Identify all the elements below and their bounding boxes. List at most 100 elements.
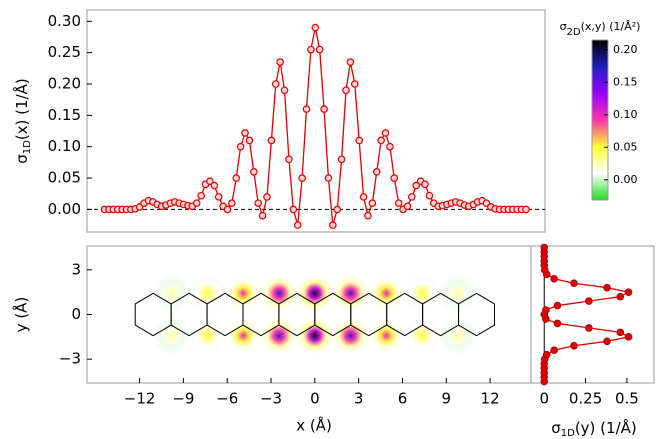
label-text: (x) (1/Å)	[12, 78, 31, 140]
colorbar-tick-label: 0.05	[613, 140, 638, 153]
marker	[425, 191, 434, 200]
x-tick-label: −12	[124, 390, 156, 408]
marker	[359, 193, 368, 201]
marker	[245, 136, 254, 145]
x-tick-label: 0	[539, 390, 549, 408]
density-blob	[438, 316, 477, 355]
density-blob	[331, 316, 370, 355]
marker	[350, 80, 359, 88]
x-tick-label: 0.25	[569, 390, 602, 408]
marker	[280, 86, 289, 95]
marker	[394, 199, 403, 207]
marker	[364, 211, 372, 220]
density-blob	[260, 316, 299, 355]
density-blob	[188, 316, 227, 355]
marker	[603, 283, 611, 292]
density-blob	[438, 274, 477, 313]
marker	[271, 80, 280, 88]
symbol: σ	[560, 20, 567, 33]
colorbar-label: σ2D(x,y) (1/Å²)	[560, 20, 641, 38]
subscript: 1D	[561, 428, 575, 439]
marker	[412, 181, 421, 190]
marker	[390, 174, 399, 182]
marker	[267, 136, 276, 145]
line	[543, 247, 631, 382]
density-blob	[367, 316, 406, 355]
marker	[570, 341, 578, 350]
marker	[624, 288, 633, 296]
marker	[522, 205, 530, 214]
subscript: 1D	[22, 140, 33, 154]
marker	[289, 205, 298, 214]
marker	[553, 319, 562, 328]
x-tick-label: 0	[310, 390, 320, 408]
marker	[540, 243, 549, 252]
marker	[254, 199, 263, 207]
y-tick-label: 0.30	[48, 12, 81, 30]
y-tick-label: 0	[71, 305, 81, 323]
marker	[315, 45, 324, 54]
marker	[570, 279, 578, 288]
marker	[263, 193, 271, 201]
colorbar-tick-label: 0.20	[613, 43, 638, 56]
marker	[403, 202, 412, 211]
y-tick-label: 0.00	[48, 200, 81, 218]
marker	[603, 337, 611, 346]
x-tick-label: 3	[354, 390, 364, 408]
y-tick-label: 0.10	[48, 137, 81, 155]
hexagon	[458, 292, 495, 337]
marker	[616, 328, 625, 337]
marker	[324, 174, 333, 182]
y-axis-label: σ1D(x) (1/Å)	[12, 78, 34, 164]
label-text: (y) (1/Å)	[575, 418, 637, 437]
colorbar-tick-label: 0.15	[613, 75, 638, 88]
marker	[372, 167, 381, 176]
density-blob	[403, 274, 442, 313]
marker	[228, 199, 236, 207]
x-axis-label: σ1D(y) (1/Å)	[551, 418, 637, 439]
y-tick-label: −3	[59, 350, 81, 368]
marker	[337, 155, 346, 164]
marker	[624, 333, 633, 341]
marker	[355, 136, 363, 145]
marker	[368, 199, 377, 207]
marker	[206, 177, 214, 186]
marker	[377, 136, 385, 145]
marker	[192, 199, 201, 207]
marker	[232, 174, 241, 182]
line	[104, 27, 526, 226]
marker	[302, 105, 311, 113]
marker	[333, 205, 342, 214]
marker	[585, 324, 593, 332]
y-tick-label: 0.25	[48, 43, 81, 61]
marker	[197, 191, 205, 200]
colorbar	[591, 39, 609, 201]
colorbar-tick-label: 0.10	[613, 108, 638, 121]
density-blob	[188, 274, 227, 313]
y-tick-label: 3	[71, 260, 81, 278]
density-blob	[331, 274, 370, 313]
marker	[386, 142, 394, 151]
x-tick-label: −6	[216, 390, 238, 408]
marker	[616, 292, 625, 301]
marker	[329, 221, 337, 229]
density-blob	[367, 274, 406, 313]
colorbar-tick-label: 0.00	[613, 173, 638, 186]
y-tick-label: 0.05	[48, 169, 81, 187]
marker	[241, 129, 249, 137]
density-blob	[295, 274, 334, 313]
x-tick-label: 9	[442, 390, 452, 408]
marker	[585, 297, 593, 305]
density-blob	[295, 316, 334, 355]
marker	[223, 205, 232, 214]
density-blob	[260, 274, 299, 313]
density-blob	[152, 274, 191, 313]
marker	[210, 181, 219, 190]
marker	[307, 45, 315, 54]
label-text: (x,y) (1/Å²)	[581, 20, 641, 33]
x-tick-label: 6	[398, 390, 408, 408]
x-tick-label: 0.5	[615, 390, 639, 408]
marker	[381, 129, 390, 137]
marker	[542, 350, 551, 359]
y-axis-label: y (Å)	[12, 297, 31, 333]
